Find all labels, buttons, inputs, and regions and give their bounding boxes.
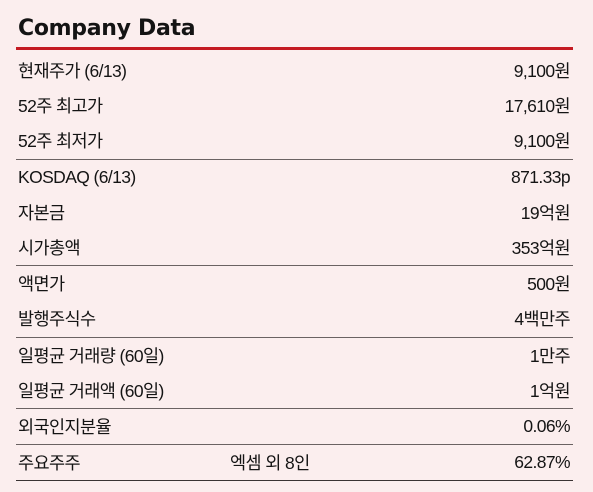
row-label: 52주 최저가 (18, 131, 103, 152)
row-value: 871.33p (510, 166, 571, 187)
table-row: 현재주가 (6/13) 9,100원 (16, 53, 573, 88)
table-row: 52주 최저가 9,100원 (16, 123, 573, 158)
row-label: 일평균 거래량 (60일) (18, 345, 164, 366)
row-label: 액면가 (18, 274, 65, 295)
company-data-panel: Company Data 현재주가 (6/13) 9,100원 52주 최고가 … (16, 12, 573, 482)
table-row: 일평균 거래액 (60일) 1억원 (16, 373, 573, 408)
row-label: 주요주주 (18, 453, 81, 474)
row-value: 0.06% (523, 415, 570, 436)
row-value: 500원 (527, 274, 571, 295)
group-market: KOSDAQ (6/13) 871.33p 자본금 19억원 시가총액 353억… (16, 160, 573, 267)
group-price: 현재주가 (6/13) 9,100원 52주 최고가 17,610원 52주 최… (16, 53, 573, 160)
table-row: 액면가 500원 (16, 266, 573, 301)
table-row: 외국인지분율 0.06% (16, 409, 573, 444)
row-label: 발행주식수 (18, 309, 96, 330)
table-row: 발행주식수 4백만주 (16, 301, 573, 336)
major-shareholder-name: 엑셈 외 8인 (230, 453, 310, 474)
table-row: 주요주주 엑셈 외 8인 62.87% (16, 445, 573, 480)
row-value: 1억원 (529, 380, 571, 401)
row-value: 17,610원 (504, 96, 571, 117)
table-row: 자본금 19억원 (16, 195, 573, 230)
row-value: 62.87% (514, 452, 570, 473)
row-value: 19억원 (520, 202, 571, 223)
row-label: KOSDAQ (6/13) (18, 166, 136, 187)
title-divider (16, 47, 573, 50)
row-value: 9,100원 (513, 131, 571, 152)
group-shareholders: 주요주주 엑셈 외 8인 62.87% (16, 445, 573, 482)
table-row: 시가총액 353억원 (16, 230, 573, 265)
row-label: 자본금 (18, 202, 65, 223)
section-title: Company Data (18, 16, 196, 41)
group-shares: 액면가 500원 발행주식수 4백만주 (16, 266, 573, 338)
group-volume: 일평균 거래량 (60일) 1만주 일평균 거래액 (60일) 1억원 (16, 338, 573, 409)
row-label: 일평균 거래액 (60일) (18, 380, 164, 401)
data-table: 현재주가 (6/13) 9,100원 52주 최고가 17,610원 52주 최… (16, 53, 573, 482)
row-label: 현재주가 (6/13) (18, 61, 127, 82)
row-value: 353억원 (511, 238, 571, 259)
table-row: 52주 최고가 17,610원 (16, 88, 573, 123)
row-label: 시가총액 (18, 238, 81, 259)
row-value: 4백만주 (514, 309, 570, 330)
table-row: KOSDAQ (6/13) 871.33p (16, 160, 573, 195)
table-row: 일평균 거래량 (60일) 1만주 (16, 338, 573, 373)
row-value: 9,100원 (513, 61, 571, 82)
row-label: 52주 최고가 (18, 96, 103, 117)
row-label: 외국인지분율 (18, 416, 112, 437)
row-value: 1만주 (529, 345, 571, 366)
group-foreign: 외국인지분율 0.06% (16, 409, 573, 446)
